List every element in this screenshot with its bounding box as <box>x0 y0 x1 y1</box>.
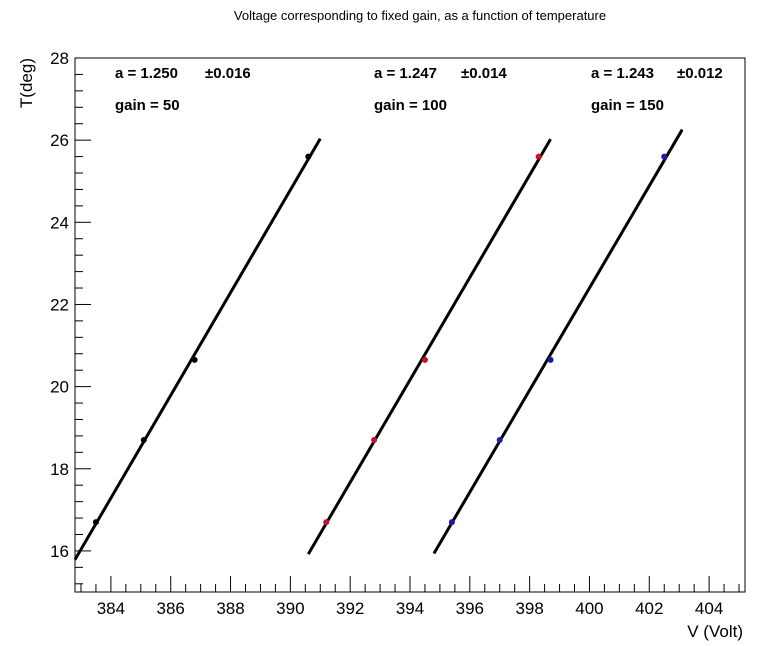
series-1-slope-error: ±0.016 <box>205 65 251 82</box>
y-tick-label: 26 <box>50 131 69 150</box>
series-2-slope-label: a = 1.247 <box>374 65 437 82</box>
y-tick-label: 20 <box>50 378 69 397</box>
data-point-series-2 <box>371 437 378 444</box>
x-tick-label: 394 <box>396 599 424 618</box>
y-axis: 16 18 20 22 24 26 28 <box>50 49 91 585</box>
fit-lines <box>73 128 684 561</box>
x-tick-label: 386 <box>157 599 185 618</box>
fit-line-series-2 <box>307 138 552 555</box>
y-tick-label: 16 <box>50 542 69 561</box>
chart-title: Voltage corresponding to fixed gain, as … <box>234 8 606 23</box>
data-point-series-1 <box>140 437 147 444</box>
series-2-slope-error: ±0.014 <box>461 65 507 82</box>
data-point-series-1 <box>191 356 198 363</box>
y-tick-label: 18 <box>50 460 69 479</box>
series-3-gain-label: gain = 150 <box>591 97 664 114</box>
x-tick-label: 398 <box>515 599 543 618</box>
y-axis-label: T(deg) <box>17 58 36 108</box>
x-tick-label: 400 <box>575 599 603 618</box>
fit-line-series-3 <box>432 128 684 555</box>
series-1-gain-label: gain = 50 <box>115 97 180 114</box>
data-point-series-2 <box>535 153 542 160</box>
series-2-gain-label: gain = 100 <box>374 97 447 114</box>
data-point-series-2 <box>421 356 428 363</box>
x-tick-label: 402 <box>635 599 663 618</box>
series-1-slope-label: a = 1.250 <box>115 65 178 82</box>
series-3-slope-label: a = 1.243 <box>591 65 654 82</box>
x-tick-label: 388 <box>216 599 244 618</box>
plot-frame <box>74 57 746 593</box>
plot-area <box>74 57 746 593</box>
x-tick-label: 384 <box>97 599 125 618</box>
x-tick-label: 390 <box>276 599 304 618</box>
data-point-series-2 <box>323 519 330 526</box>
data-point-series-3 <box>448 519 455 526</box>
data-point-series-1 <box>92 519 99 526</box>
data-point-series-3 <box>661 153 668 160</box>
data-point-series-3 <box>547 356 554 363</box>
y-tick-label: 28 <box>50 49 69 68</box>
x-axis-label: V (Volt) <box>687 622 743 641</box>
fit-line-series-1 <box>73 137 322 561</box>
data-point-series-3 <box>496 437 503 444</box>
x-axis: 384 386 388 390 392 394 396 398 400 402 404 <box>80 576 740 618</box>
annotations: a = 1.250 ±0.016 gain = 50 a = 1.247 ±0.… <box>115 65 723 114</box>
x-tick-label: 396 <box>456 599 484 618</box>
data-points <box>92 153 668 526</box>
y-tick-label: 22 <box>50 295 69 314</box>
x-tick-label: 392 <box>336 599 364 618</box>
data-point-series-1 <box>305 153 312 160</box>
x-tick-label: 404 <box>695 599 723 618</box>
series-3-slope-error: ±0.012 <box>677 65 723 82</box>
y-tick-label: 24 <box>50 213 69 232</box>
